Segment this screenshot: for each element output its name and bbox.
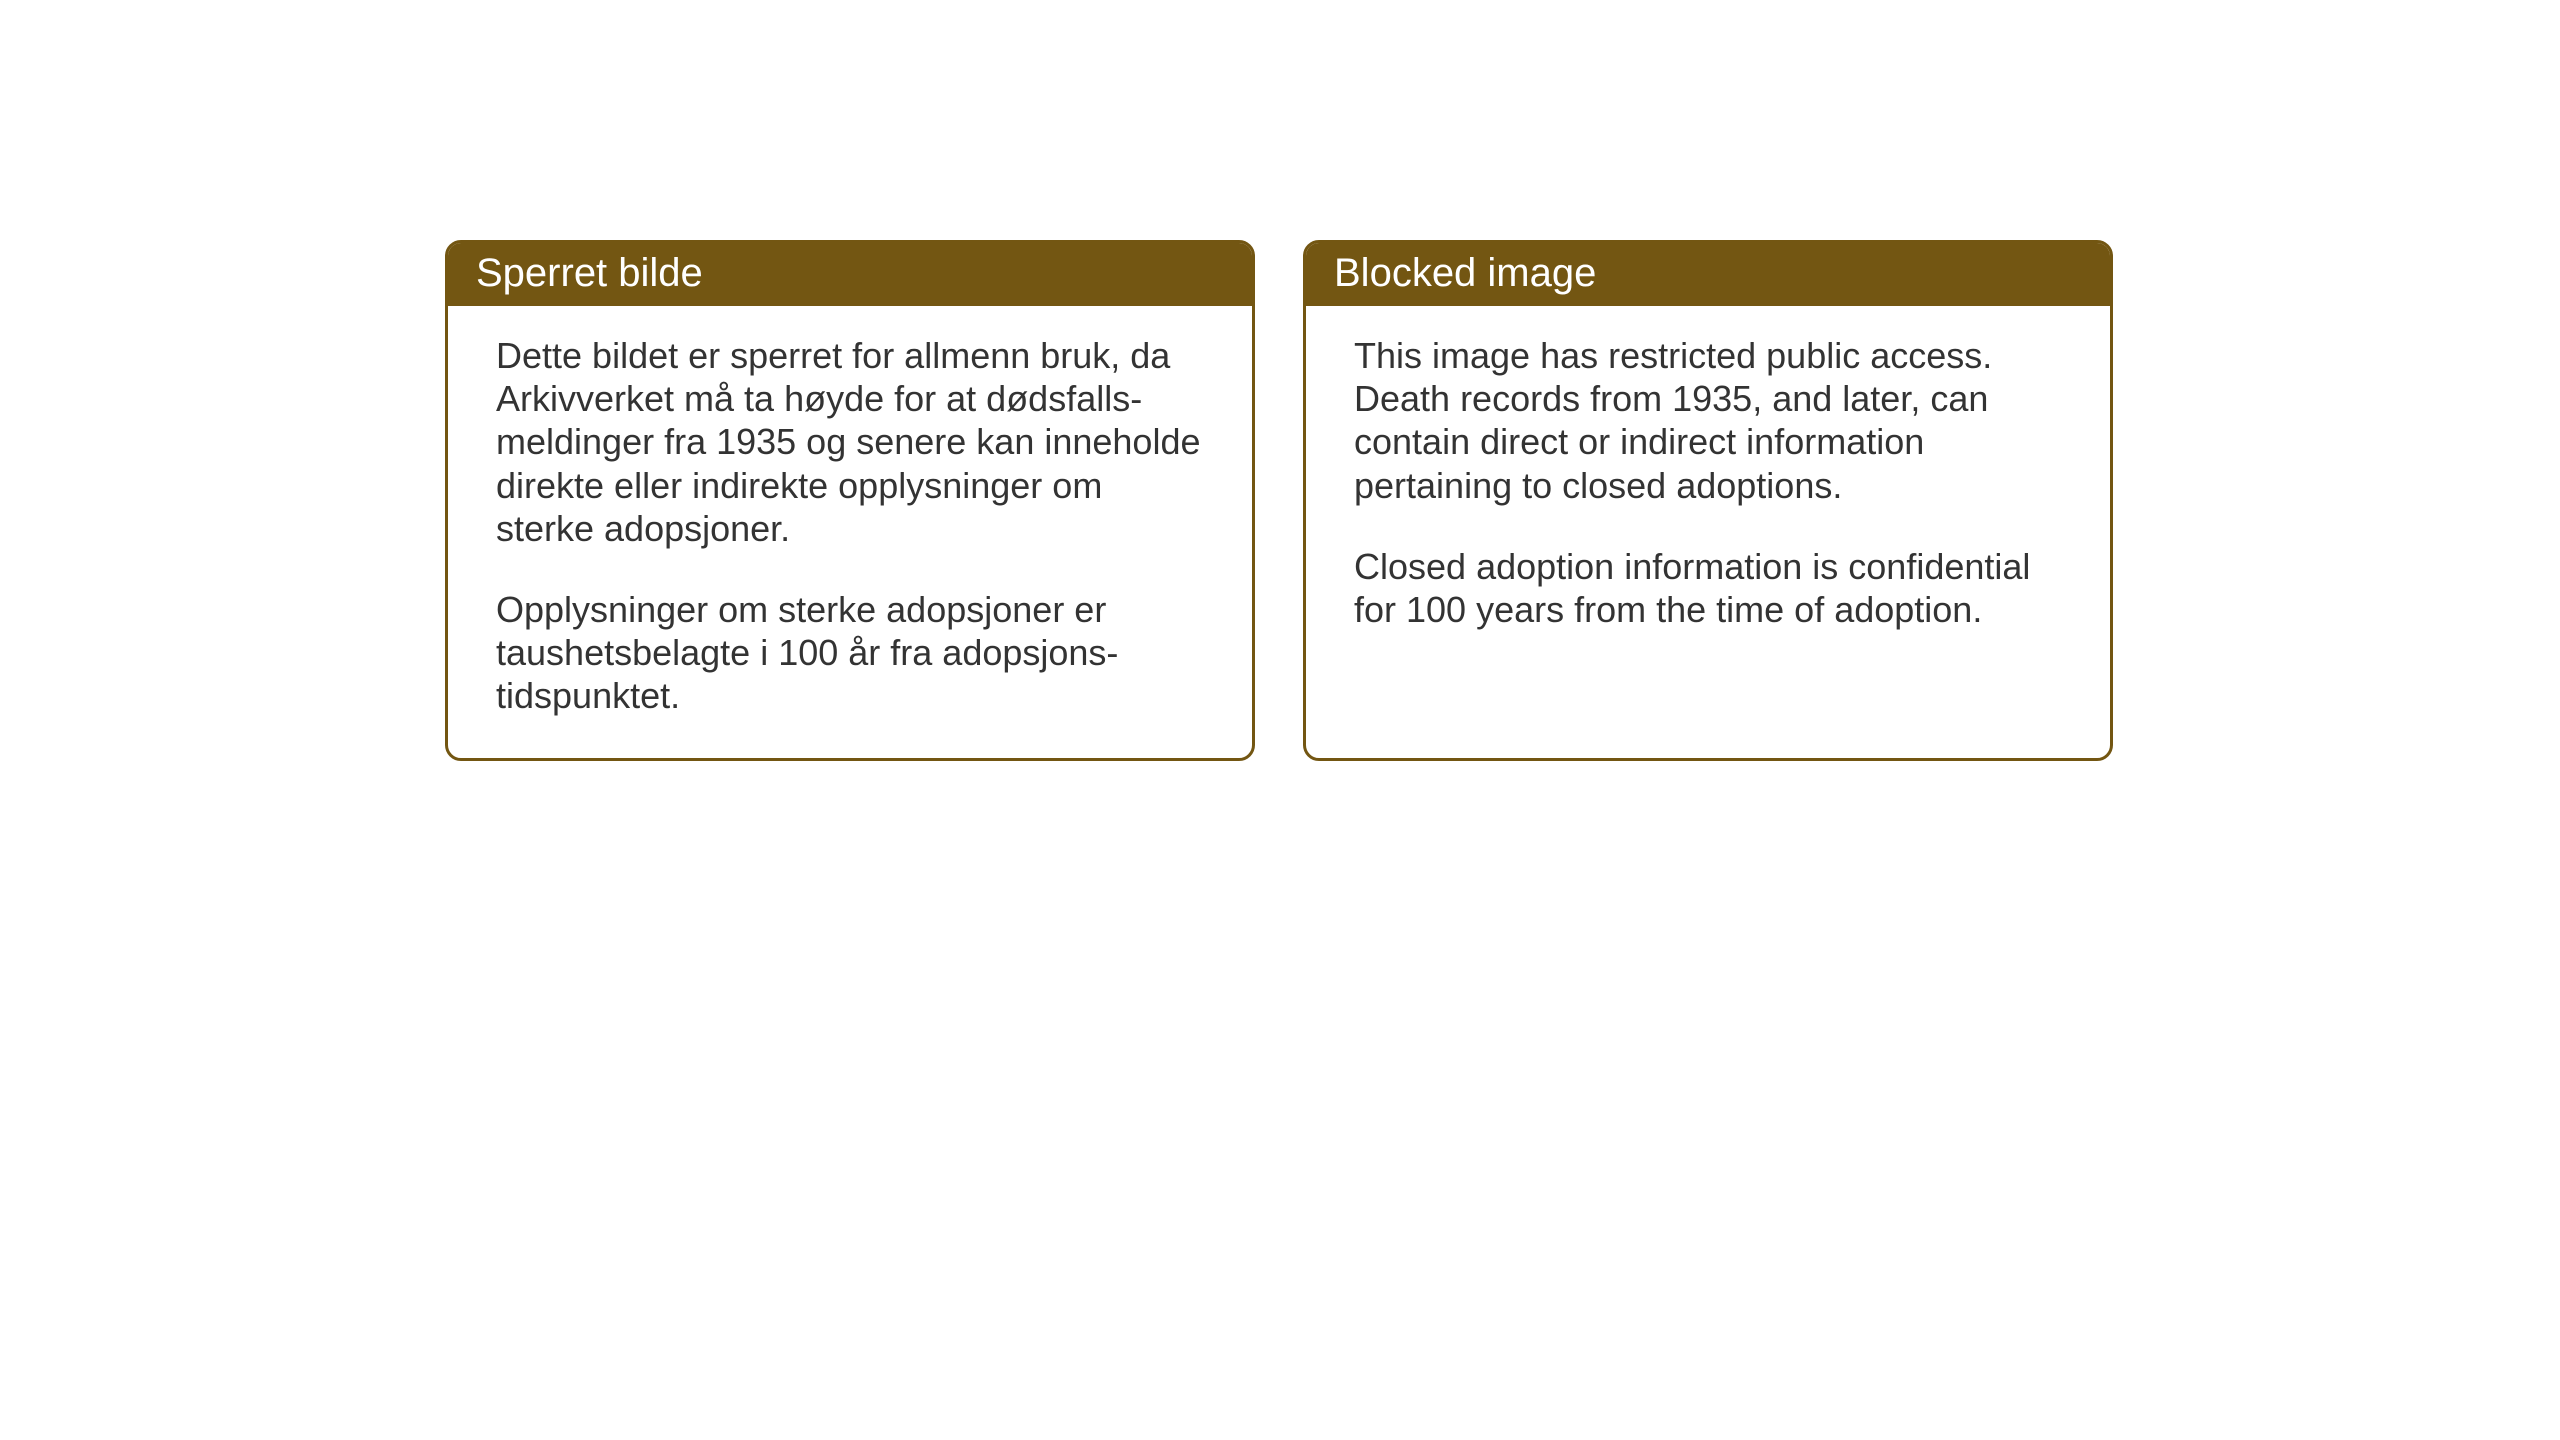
notice-title-english: Blocked image	[1334, 251, 1596, 295]
notice-container: Sperret bilde Dette bildet er sperret fo…	[445, 240, 2113, 761]
notice-paragraph-1-english: This image has restricted public access.…	[1354, 334, 2062, 507]
notice-card-english: Blocked image This image has restricted …	[1303, 240, 2113, 761]
notice-paragraph-2-norwegian: Opplysninger om sterke adopsjoner er tau…	[496, 588, 1204, 718]
notice-card-norwegian: Sperret bilde Dette bildet er sperret fo…	[445, 240, 1255, 761]
notice-header-english: Blocked image	[1306, 243, 2110, 306]
notice-paragraph-1-norwegian: Dette bildet er sperret for allmenn bruk…	[496, 334, 1204, 550]
notice-title-norwegian: Sperret bilde	[476, 251, 703, 295]
notice-paragraph-2-english: Closed adoption information is confident…	[1354, 545, 2062, 631]
notice-header-norwegian: Sperret bilde	[448, 243, 1252, 306]
notice-body-norwegian: Dette bildet er sperret for allmenn bruk…	[448, 306, 1252, 758]
notice-body-english: This image has restricted public access.…	[1306, 306, 2110, 750]
